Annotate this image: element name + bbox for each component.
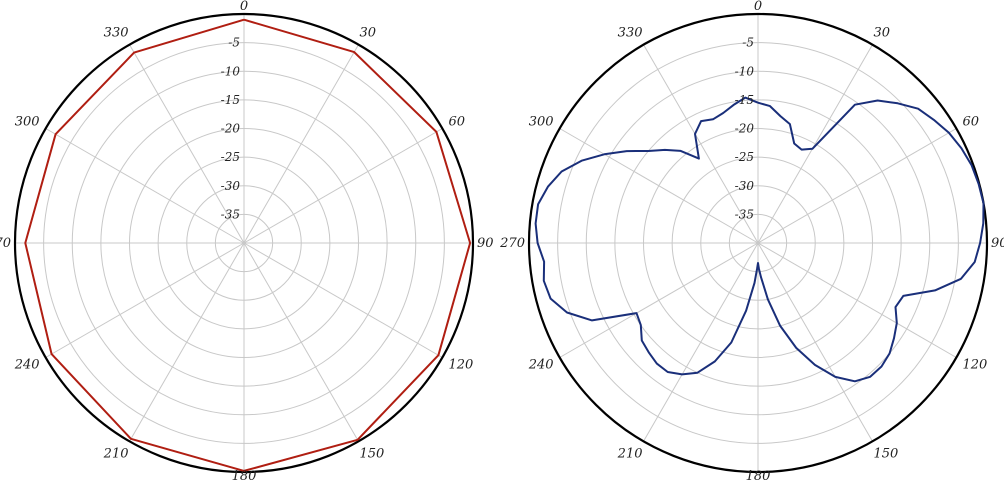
grid-spoke [559,242,759,358]
series-line [24,18,472,472]
outer-frame [527,12,989,474]
polar-chart-left: -5 -10 -15 -20 -25 -30 -35 0 30 60 90 120 150 180 210 2… [0,0,494,484]
angle-tick-label: 0 [240,0,248,14]
angle-tick-label: 330 [618,26,643,41]
radial-tick-label: -10 [221,64,241,78]
grid-spoke [757,128,957,244]
grid-spoke [643,44,759,244]
radial-tick-label: -35 [735,207,754,221]
polar-chart-right: -5 -10 -15 -20 -25 -30 -35 0 30 60 90 120 150 180 210 2… [499,0,1004,484]
grid-spoke [757,242,873,442]
radial-tick-label: -5 [228,36,240,50]
angle-tick-label: 330 [104,26,129,41]
radial-tick-label: -15 [221,93,240,107]
radial-tick-label: -15 [735,93,754,107]
grid-spoke [45,242,245,358]
grid-spoke [129,44,245,244]
grid-spoke [559,128,759,244]
angle-tick-label: 270 [499,236,525,251]
radial-tick-label: -30 [221,179,241,193]
angle-tick-label: 210 [103,446,129,461]
radial-tick-label: -25 [221,150,240,164]
series-line [534,96,985,383]
angle-tick-label: 0 [754,0,762,14]
angle-tick-label: 300 [529,115,554,130]
radial-tick-label: -20 [735,122,755,136]
radial-tick-label: -5 [742,36,754,50]
radial-tick-label: -35 [221,207,240,221]
grid-spoke [757,242,957,358]
angle-tick-label: 240 [528,358,554,373]
grid-spoke [643,242,759,442]
angle-tick-label: 240 [14,358,40,373]
grid-spoke [243,44,359,244]
angle-tick-label: 180 [746,469,771,484]
angle-tick-label: 180 [232,469,257,484]
angle-tick-label: 150 [360,446,385,461]
grid-spoke [129,242,245,442]
angle-tick-label: 60 [962,115,979,130]
angle-tick-label: 30 [360,26,377,41]
radial-tick-label: -30 [735,179,755,193]
angle-tick-label: 60 [448,115,465,130]
outer-frame [13,12,475,474]
angle-tick-label: 210 [617,446,643,461]
grid-spoke [243,242,443,358]
angle-tick-label: 30 [874,26,891,41]
radial-tick-label: -25 [735,150,754,164]
grid-spoke [243,128,443,244]
radial-tick-label: -10 [735,64,755,78]
angle-tick-label: 270 [0,236,11,251]
angle-tick-label: 300 [15,115,40,130]
angle-tick-label: 90 [477,236,494,251]
angle-tick-label: 150 [874,446,899,461]
angle-tick-label: 90 [991,236,1004,251]
grid-spoke [243,242,359,442]
radial-tick-label: -20 [221,122,241,136]
grid-spoke [757,44,873,244]
angle-tick-label: 120 [962,358,987,373]
angle-tick-label: 120 [448,358,473,373]
grid-spoke [45,128,245,244]
